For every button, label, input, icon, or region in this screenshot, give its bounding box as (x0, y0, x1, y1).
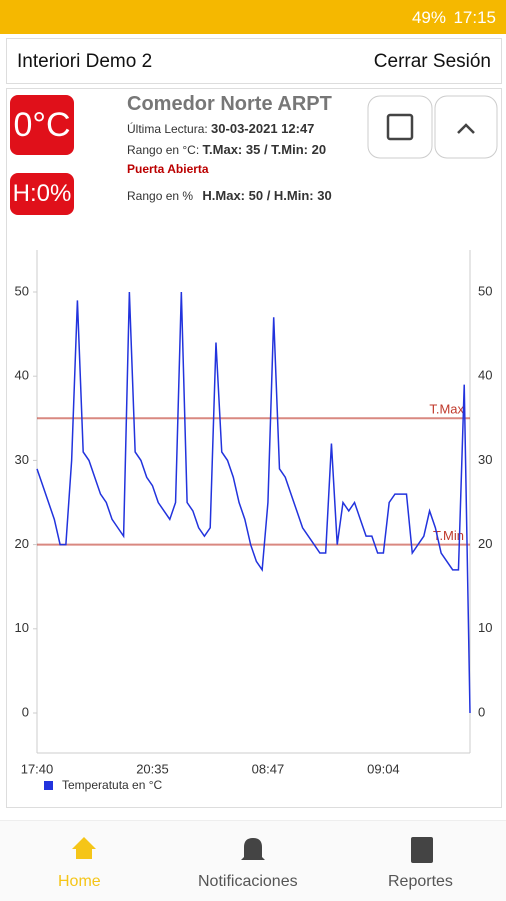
chart: 0 0 10 10 20 20 30 30 40 40 50 50 T.Max T.Min 17:40 20:… (15, 250, 492, 792)
y2-tick-label: 20 (478, 536, 492, 551)
legend-label: Temperatuta en °C (62, 778, 163, 792)
label: Rango en % (127, 189, 194, 203)
clock: 17:15 (453, 8, 496, 27)
title: Interiori Demo 2 (17, 51, 153, 72)
last-reading: Última Lectura: 30-03-2021 12:47 (127, 121, 314, 136)
label: Rango en °C: (127, 143, 200, 157)
range-c: Rango en °C: T.Max: 35 / T.Min: 20 (127, 142, 326, 157)
legend-swatch (44, 781, 53, 790)
report-icon (411, 837, 433, 863)
bell-icon (241, 838, 265, 860)
status: Puerta Abierta (127, 162, 209, 176)
nav-notifications[interactable]: Notificaciones (198, 873, 298, 890)
y2-tick-label: 30 (478, 452, 492, 467)
y2-tick-label: 50 (478, 283, 492, 298)
battery: 49% (411, 8, 446, 27)
line (36, 291, 471, 714)
calendar-button[interactable] (367, 95, 433, 159)
value: 30-03-2021 12:47 (211, 121, 315, 136)
x-tick-label: 17:40 (21, 761, 54, 776)
y-tick-label: 0 (22, 704, 29, 719)
chevron-icon (457, 123, 475, 134)
y-tick-label: 10 (15, 620, 29, 635)
y-tick-label: 20 (15, 536, 29, 551)
reference-label: T.Max (429, 402, 464, 417)
value: H.Max: 50 / H.Min: 30 (202, 188, 332, 203)
x-tick-label: 08:47 (252, 761, 285, 776)
status-bar: 49% 17:15 (0, 0, 506, 34)
header: Interiori Demo 2 Cerrar Sesión (6, 38, 502, 84)
reference-label: T.Min (433, 528, 464, 543)
label: Última Lectura: (127, 122, 208, 136)
logout[interactable]: Cerrar Sesión (373, 51, 491, 72)
range-h: Rango en % H.Max: 50 / H.Min: 30 (127, 188, 332, 203)
card: 0°C H:0% Comedor Norte ARPT Última Lectu… (6, 88, 502, 808)
home-icon (72, 837, 96, 859)
y2-tick-label: 0 (478, 704, 485, 719)
y2-tick-label: 10 (478, 620, 492, 635)
buttons (367, 95, 498, 159)
humidity: H:0% (10, 173, 74, 215)
nav-reports[interactable]: Reportes (388, 873, 453, 890)
y-tick-label: 40 (15, 368, 29, 383)
temperature: 0°C (10, 95, 74, 155)
y2-tick-label: 40 (478, 368, 492, 383)
calendar-icon (386, 113, 414, 141)
collapse-button[interactable] (434, 95, 498, 159)
nav-home[interactable]: Home (58, 873, 101, 890)
x-tick-label: 20:35 (136, 761, 169, 776)
nav-icons (72, 837, 433, 863)
bottom-nav: Home Notificaciones Reportes (0, 820, 506, 901)
y-tick-label: 50 (15, 283, 29, 298)
y-tick-label: 30 (15, 452, 29, 467)
x-tick-label: 09:04 (367, 761, 400, 776)
value: T.Max: 35 / T.Min: 20 (202, 142, 327, 157)
sensor-name: Comedor Norte ARPT (127, 93, 332, 115)
